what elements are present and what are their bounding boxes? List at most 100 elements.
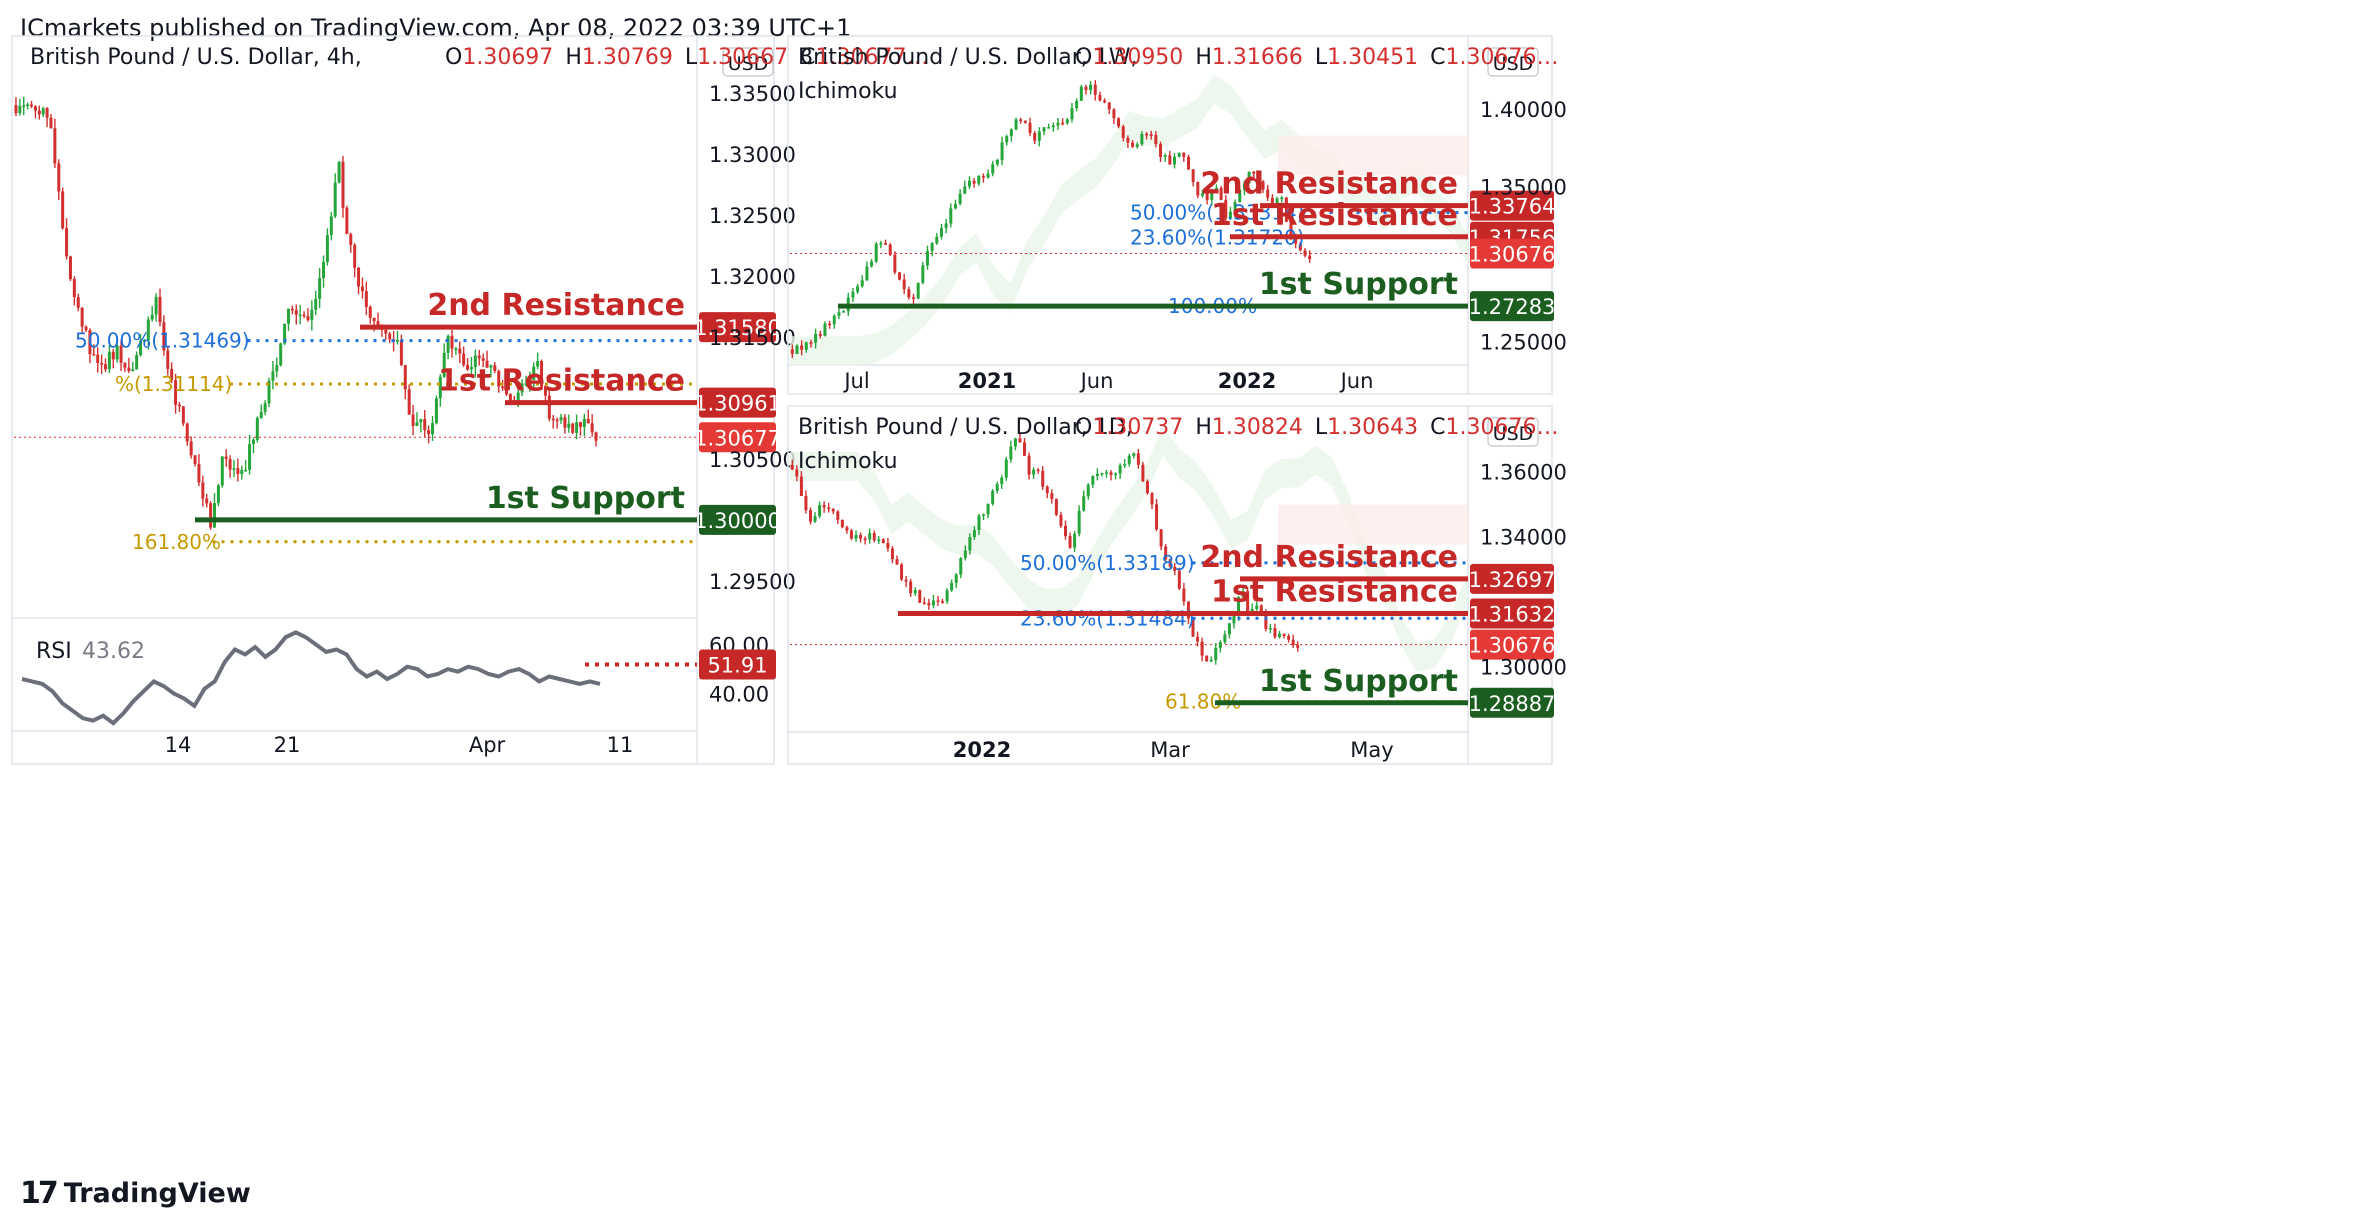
candle-body [1168, 559, 1172, 567]
d1-chart[interactable]: 50.00%(1.33189)23.60%(1.31484)61.80%2nd … [787, 405, 1567, 765]
candle-body [814, 333, 818, 343]
candle-body [986, 503, 990, 515]
candle-body [995, 484, 999, 491]
h4-chart[interactable]: 50.00%(1.31469) %(1.31114) 161.80% 2nd Resi… [11, 35, 928, 765]
candle-body [809, 342, 813, 344]
candle-body [1154, 134, 1158, 145]
candle-body [842, 311, 846, 313]
candle-body [795, 345, 799, 354]
candle-body [804, 342, 808, 350]
candle-body [836, 511, 840, 520]
w1-candles [790, 80, 1312, 359]
w1-last-price-label: 1.30676 [1469, 243, 1556, 267]
candle-body [1308, 255, 1312, 260]
candle-body [1150, 493, 1154, 505]
candle-body [466, 364, 470, 370]
candle-body [586, 418, 590, 424]
candle-body [68, 256, 72, 280]
candle-body [33, 106, 37, 111]
candle-body [818, 333, 822, 336]
d1-level-price-label: 1.31632 [1469, 602, 1556, 626]
w1-x-tick-label: 2022 [1218, 369, 1276, 393]
candle-body [407, 389, 411, 415]
rsi-level-tag [699, 649, 776, 680]
candle-body [1182, 152, 1186, 157]
d1-ohlc-part: 1.30643 [1327, 415, 1418, 440]
d1-currency-badge[interactable] [1487, 417, 1539, 447]
candle-body [508, 394, 512, 401]
w1-ohlc-part: C [1430, 45, 1445, 70]
candle-body [1033, 133, 1037, 141]
candle-body [1177, 152, 1181, 157]
w1-x-tick-label: Jun [1339, 369, 1374, 393]
candle-body [1050, 493, 1054, 499]
h4-ohlc-part: 1.30697 [462, 45, 553, 70]
candle-body [1266, 189, 1270, 198]
candle-body [823, 323, 827, 336]
w1-level-price-label: 1.33764 [1469, 195, 1556, 219]
candle-body [1065, 119, 1069, 124]
candle-body [294, 310, 298, 315]
candle-body [528, 379, 532, 384]
candle-body [384, 329, 388, 334]
candle-body [941, 601, 945, 603]
w1-y-tick-label: 1.25000 [1480, 331, 1567, 355]
w1-level-name: 2nd Resistance [1200, 167, 1458, 202]
candle-body [41, 108, 45, 115]
candle-body [119, 345, 123, 363]
candle-body [884, 243, 888, 245]
h4-level-price-label: 1.30961 [694, 392, 781, 416]
d1-y-tick-label: 1.36000 [1480, 460, 1567, 484]
candle-body [1059, 514, 1063, 526]
h4-level-price-tag [699, 504, 776, 535]
candle-body [1268, 628, 1272, 630]
candle-body [1280, 197, 1284, 200]
w1-chart[interactable]: 50.00%(1.33314)23.60%(1.31720)100.00%2nd… [787, 35, 1567, 395]
candle-body [1131, 142, 1135, 147]
candle-body [240, 470, 244, 474]
candle-body [877, 539, 881, 541]
candle-body [1255, 605, 1259, 610]
w1-x-tick-label: Jul [842, 369, 869, 393]
candle-body [547, 395, 551, 419]
candle-body [1177, 570, 1181, 589]
candle-body [501, 386, 505, 389]
candle-body [1009, 446, 1013, 460]
candle-body [290, 308, 294, 311]
candle-body [57, 163, 61, 192]
candle-body [337, 161, 341, 183]
candle-body [209, 503, 213, 528]
candle-body [197, 463, 201, 483]
candle-body [100, 362, 104, 365]
candle-body [1294, 237, 1298, 244]
candle-body [96, 354, 100, 363]
candle-body [1252, 171, 1256, 174]
candle-body [959, 558, 963, 575]
candle-body [372, 317, 376, 322]
candle-body [489, 365, 493, 368]
candle-body [832, 315, 836, 325]
candle-body [559, 417, 563, 421]
candle-body [158, 296, 162, 323]
candle-body [921, 265, 925, 283]
tradingview-logo[interactable]: 17 TradingView [20, 1176, 251, 1211]
w1-currency-badge[interactable] [1487, 47, 1539, 77]
candle-body [813, 516, 817, 522]
candle-body [1191, 618, 1195, 637]
candle-body [958, 193, 962, 204]
candle-body [115, 345, 119, 360]
candle-body [800, 345, 804, 350]
candle-body [575, 422, 579, 433]
d1-chart-subtitle: Ichimoku [798, 449, 898, 474]
h4-ohlc-part: H [565, 45, 582, 70]
candle-body [1103, 100, 1107, 103]
candle-body [310, 309, 314, 321]
d1-level-price-tag [1470, 598, 1554, 629]
h4-currency-badge[interactable] [722, 47, 774, 77]
candle-body [388, 333, 392, 340]
candle-body [1200, 193, 1204, 196]
candle-body [904, 579, 908, 582]
candle-body [497, 371, 501, 387]
candle-body [213, 503, 217, 528]
candle-body [567, 423, 571, 428]
